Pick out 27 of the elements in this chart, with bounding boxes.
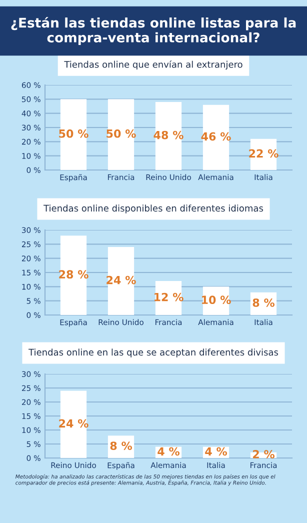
data-label: 12 % xyxy=(154,292,184,302)
data-label: 2 % xyxy=(253,450,275,458)
data-label: 4 % xyxy=(158,447,180,456)
data-label: 22 % xyxy=(249,149,278,158)
bar xyxy=(202,104,230,170)
data-label: 48 % xyxy=(154,130,184,140)
data-label: 24 % xyxy=(59,419,88,428)
bar xyxy=(60,99,87,170)
data-label: 8 % xyxy=(252,298,275,307)
chart-subtitle: Tiendas online en las que se aceptan diferentes divisas xyxy=(28,348,278,358)
bar xyxy=(155,281,182,315)
data-label: 50 % xyxy=(59,129,88,138)
data-label: 24 % xyxy=(106,276,136,284)
chart-subtitle: Tiendas online que envían al extranjero xyxy=(64,60,242,70)
data-label: 10 % xyxy=(202,296,231,304)
chart-subtitle: Tiendas online disponibles en diferentes idiomas xyxy=(44,204,264,214)
bar xyxy=(108,247,134,315)
chart-title: ¿Están las tiendas online listas para la compra-venta internacional? xyxy=(11,16,296,46)
bar xyxy=(108,99,134,170)
data-label: 28 % xyxy=(59,270,88,279)
data-label: 50 % xyxy=(106,129,136,138)
data-label: 8 % xyxy=(110,442,132,450)
bar xyxy=(60,236,87,315)
data-label: 46 % xyxy=(201,132,231,141)
bar xyxy=(60,390,87,458)
bar xyxy=(155,102,182,170)
data-label: 4 % xyxy=(205,447,228,456)
